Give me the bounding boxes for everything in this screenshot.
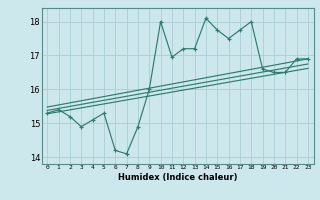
X-axis label: Humidex (Indice chaleur): Humidex (Indice chaleur) [118,173,237,182]
